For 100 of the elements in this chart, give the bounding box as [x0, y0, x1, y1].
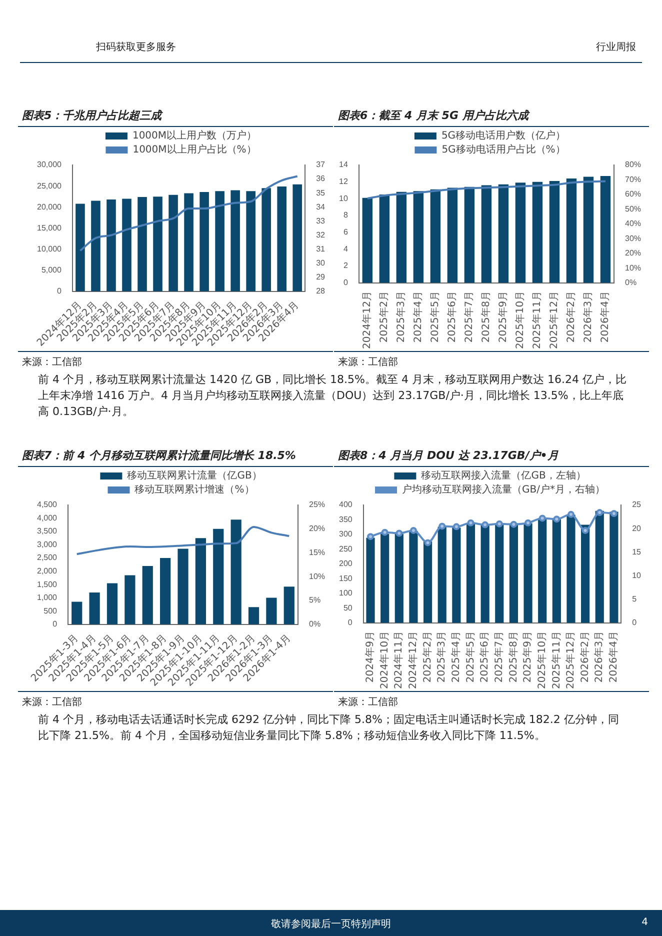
y2-tick-label: 80%: [624, 160, 642, 170]
chart-title: 图表6：截至 4 月末 5G 用户占比六成: [334, 106, 649, 127]
legend-label: 1000M以上用户占比（%）: [132, 144, 256, 156]
y2-tick-label: 34: [316, 202, 326, 212]
y2-tick-label: 10%: [308, 572, 326, 581]
x-tick-label: 2025年12月: [564, 630, 577, 690]
legend-label: 1000M以上用户数（万户）: [132, 130, 257, 142]
y-tick-label: 0: [52, 620, 58, 629]
y-tick-label: 300: [338, 530, 353, 539]
y-tick-label: 0: [57, 286, 62, 296]
legend-label: 移动互联网累计流量（亿GB）: [127, 470, 262, 482]
y-tick-label: 15,000: [37, 223, 62, 232]
x-tick-label: 2025年12月: [548, 290, 560, 350]
x-tick-label: 2025年10月: [514, 290, 526, 350]
y2-tick-label: 10: [632, 570, 642, 580]
legend-label: 移动互联网累计增速（%）: [134, 484, 254, 496]
y2-tick-label: 60%: [624, 190, 642, 199]
y2-tick-label: 20: [632, 524, 642, 533]
y2-tick-label: 20%: [308, 524, 326, 534]
y-tick-label: 0: [343, 278, 348, 288]
x-tick-label: 2025年2月: [421, 630, 434, 683]
y-tick-label: 0: [348, 618, 353, 628]
y-tick-label: 4: [343, 244, 348, 254]
y2-tick-label: 30: [316, 258, 326, 268]
x-tick-label: 2025年11月: [531, 290, 544, 350]
y-tick-label: 25,000: [37, 181, 62, 190]
y-tick-label: 2: [343, 261, 348, 270]
y-tick-label: 8: [343, 210, 348, 220]
x-tick-label: 2024年9月: [364, 630, 376, 683]
legend-label: 移动互联网接入流量（亿GB，左轴）: [421, 470, 586, 482]
y2-tick-label: 35: [316, 188, 326, 198]
x-tick-label: 2025年8月: [507, 630, 520, 683]
y2-tick-label: 33: [316, 216, 326, 226]
y-tick-label: 2,000: [36, 566, 58, 576]
x-tick-label: 2025年3月: [395, 290, 408, 343]
legend-label: 5G移动电话用户数（亿户）: [441, 130, 566, 142]
text: 4: [642, 917, 648, 928]
x-tick-label: 2025年2月: [378, 290, 390, 343]
source-note: 来源：工信部: [18, 691, 333, 709]
x-tick-label: 2025年11月: [550, 630, 562, 690]
y2-tick-label: 31: [316, 244, 326, 254]
y-tick-label: 12: [338, 177, 348, 186]
y-tick-label: 350: [338, 514, 353, 524]
y-tick-label: 3,000: [36, 540, 58, 549]
y-tick-label: 14: [338, 160, 348, 170]
x-tick-label: 2025年7月: [463, 290, 476, 343]
source-note: 来源：工信部: [334, 691, 649, 709]
text: 行业周报: [596, 40, 636, 54]
y-tick-label: 30,000: [37, 160, 62, 170]
y-tick-label: 400: [338, 500, 353, 510]
x-tick-label: 2026年2月: [565, 290, 578, 343]
chart-title: 图表8：4 月当月 DOU 达 23.17GB/户•月: [334, 446, 649, 467]
y2-tick-label: 0: [632, 618, 638, 628]
y-tick-label: 5,000: [41, 266, 62, 275]
y2-tick-label: 37: [316, 160, 326, 170]
x-tick-label: 2026年3月: [593, 630, 606, 683]
y-tick-label: 10,000: [37, 244, 62, 254]
text: 前 4 个月，移动电话去话通话时长完成 6292 亿分钟，同比下降 5.8%；固定电话主叫通话时长完成 182.2 亿分钟，同比下降 21.5%。前 4 个月，全国移动短信业务量同比下降 5.8%；移动短信业务收入同比下降 11.5%。: [38, 712, 620, 744]
y-tick-label: 6: [343, 228, 348, 237]
x-tick-label: 2025年10月: [536, 630, 548, 690]
y2-tick-label: 0%: [624, 278, 637, 288]
y2-tick-label: 15: [632, 547, 642, 556]
text: 前 4 个月，移动互联网累计流量达 1420 亿 GB，同比增长 18.5%。截至 4 月末，移动互联网用户数达 16.24 亿户，比上年末净增 1416 万户。4 月当月户均移动互联网接入流量（DOU）达到 23.17GB/户·月，同比增长 13.5%，比上年底高 0.13GB/户·月。: [38, 372, 628, 420]
legend-label: 5G移动电话用户占比（%）: [442, 144, 566, 156]
y2-tick-label: 36: [316, 174, 326, 184]
x-tick-label: 2025年3月: [436, 630, 448, 683]
x-tick-label: 2026年4月: [608, 630, 620, 683]
text: 敬请参阅最后一页特别声明: [271, 919, 391, 930]
x-tick-label: 2025年5月: [464, 630, 476, 683]
y2-tick-label: 40%: [624, 219, 642, 228]
y2-tick-label: 25: [632, 500, 642, 510]
x-tick-label: 2026年4月: [599, 290, 612, 343]
y-tick-label: 250: [338, 544, 353, 554]
x-tick-label: 2025年6月: [478, 630, 491, 683]
text: 扫码获取更多服务: [96, 40, 176, 54]
y-tick-label: 100: [338, 588, 353, 598]
y2-tick-label: 30%: [624, 234, 642, 243]
y2-tick-label: 25%: [308, 500, 326, 510]
chart-title: 图表7：前 4 个月移动互联网累计流量同比增长 18.5%: [18, 446, 333, 467]
y2-tick-label: 29: [316, 272, 326, 282]
x-tick-label: 2024年11月: [392, 630, 405, 690]
y2-tick-label: 10%: [624, 263, 642, 272]
x-tick-label: 2025年4月: [412, 290, 424, 343]
x-tick-label: 2025年4月: [450, 630, 462, 683]
x-tick-label: 2025年9月: [522, 630, 534, 683]
y-tick-label: 3,500: [36, 526, 58, 536]
x-tick-label: 2024年12月: [407, 630, 420, 690]
x-tick-label: 2026年2月: [578, 630, 591, 683]
y-tick-label: 150: [338, 574, 353, 583]
y2-tick-label: 20%: [624, 248, 642, 258]
x-tick-label: 2025年5月: [429, 290, 442, 343]
x-tick-label: 2025年7月: [492, 630, 505, 683]
source-note: 来源：工信部: [18, 351, 333, 369]
x-tick-label: 2024年12月: [360, 290, 373, 350]
y-tick-label: 20,000: [37, 202, 62, 212]
y-tick-label: 2,500: [36, 553, 58, 562]
legend-label: 户均移动互联网接入流量（GB/户*月，右轴）: [402, 484, 605, 496]
source-note: 来源：工信部: [334, 351, 649, 369]
y-tick-label: 4,500: [36, 500, 58, 510]
y2-tick-label: 32: [316, 230, 326, 240]
